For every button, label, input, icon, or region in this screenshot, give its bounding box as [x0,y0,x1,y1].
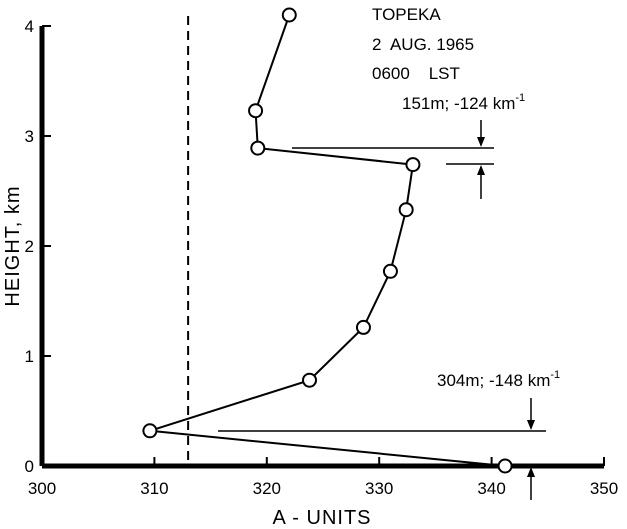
chart-title-line-3: 0600 LST [372,64,460,83]
data-point [398,202,414,218]
y-axis-title: HEIGHT, km [2,185,24,306]
series-line [149,14,506,467]
data-point [302,372,318,388]
data-point [281,7,297,23]
annotation-lower-arrowhead-up [527,467,535,477]
annotation-upper-arrowhead-up [477,165,485,175]
data-point [497,458,513,474]
x-tick-label: 350 [590,479,618,498]
data-point [142,423,158,439]
data-point [405,157,421,173]
data-point [355,319,371,335]
annotation-upper-arrowhead-down [477,137,485,147]
y-tick-label: 4 [25,17,34,36]
y-tick-label: 2 [25,237,34,256]
y-tick-label: 1 [25,347,34,366]
annotation-upper: 151m; -124 km-1 [292,92,525,199]
data-point [250,140,266,156]
data-point [382,263,398,279]
x-tick-label: 310 [140,479,168,498]
annotation-upper-text: 151m; -124 km-1 [402,92,525,113]
chart-title-line-2: 2 AUG. 1965 [372,35,474,54]
data-point [248,103,264,119]
y-tick-label: 0 [25,457,34,476]
x-axis-title: A - UNITS [272,507,371,529]
y-tick-label: 3 [25,127,34,146]
annotation-lower-arrowhead-down [527,420,535,430]
x-tick-label: 330 [365,479,393,498]
x-axis-ticks: 300 310 320 330 340 350 [28,457,618,498]
y-axis-ticks: 0 1 2 3 4 [25,17,51,476]
x-tick-label: 340 [477,479,505,498]
x-tick-label: 320 [253,479,281,498]
series-points [142,7,513,474]
annotation-lower-text: 304m; -148 km-1 [437,369,560,390]
chart-title-line-1: TOPEKA [372,5,441,24]
x-tick-label: 300 [28,479,56,498]
annotation-lower: 304m; -148 km-1 [218,369,560,500]
